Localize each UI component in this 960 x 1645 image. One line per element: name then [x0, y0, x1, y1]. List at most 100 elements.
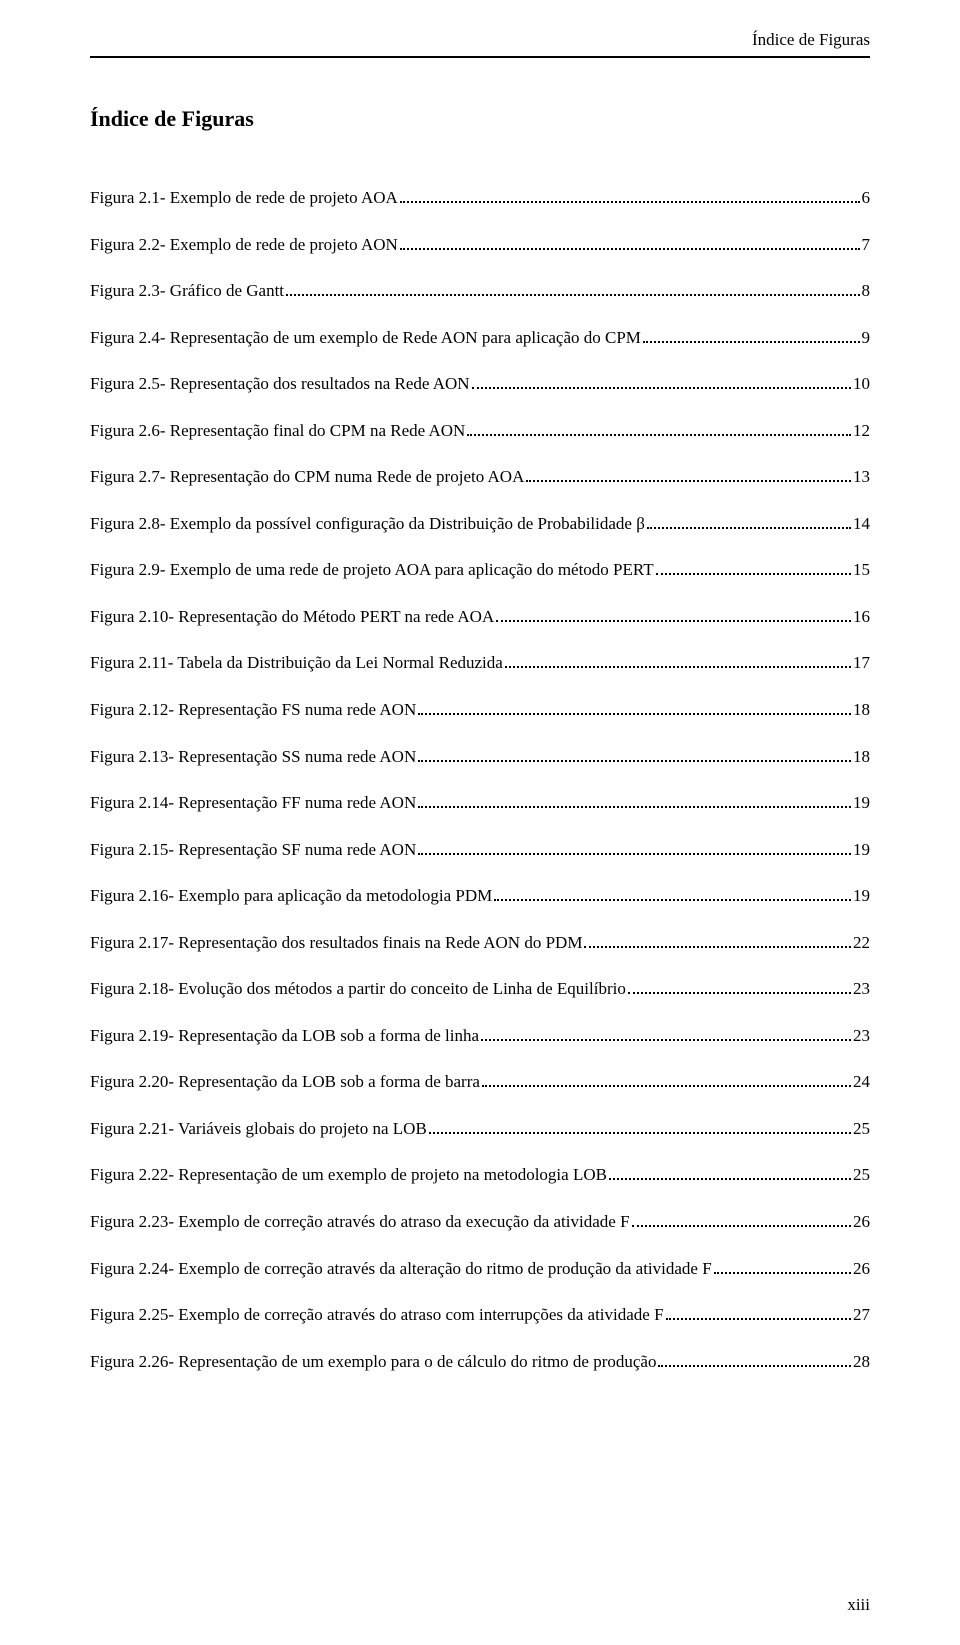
toc-entry-page: 25 [853, 1119, 870, 1139]
toc-entry-label: Figura 2.4- Representação de um exemplo … [90, 328, 641, 348]
toc-entry-label: Figura 2.26- Representação de um exemplo… [90, 1352, 656, 1372]
toc-entry: Figura 2.19- Representação da LOB sob a … [90, 1026, 870, 1046]
toc-entry: Figura 2.2- Exemplo de rede de projeto A… [90, 235, 870, 255]
toc-entry: Figura 2.13- Representação SS numa rede … [90, 747, 870, 767]
toc-leader-dots [658, 1354, 851, 1367]
toc-entry-page: 27 [853, 1305, 870, 1325]
toc-entry: Figura 2.11- Tabela da Distribuição da L… [90, 653, 870, 673]
toc-entry: Figura 2.16- Exemplo para aplicação da m… [90, 886, 870, 906]
toc-entry: Figura 2.12- Representação FS numa rede … [90, 700, 870, 720]
toc-entry: Figura 2.14- Representação FF numa rede … [90, 793, 870, 813]
toc-leader-dots [609, 1167, 851, 1180]
toc-leader-dots [482, 1074, 851, 1087]
toc-leader-dots [418, 842, 851, 855]
toc-leader-dots [467, 423, 851, 436]
toc-entry: Figura 2.20- Representação da LOB sob a … [90, 1072, 870, 1092]
toc-entry-label: Figura 2.17- Representação dos resultado… [90, 933, 582, 953]
toc-entry-label: Figura 2.11- Tabela da Distribuição da L… [90, 653, 503, 673]
toc-leader-dots [656, 562, 851, 575]
toc-entry-label: Figura 2.6- Representação final do CPM n… [90, 421, 465, 441]
toc-entry: Figura 2.5- Representação dos resultados… [90, 374, 870, 394]
toc-entry-label: Figura 2.9- Exemplo de uma rede de proje… [90, 560, 654, 580]
toc-entry: Figura 2.18- Evolução dos métodos a part… [90, 979, 870, 999]
toc-leader-dots [400, 190, 860, 203]
toc-entry-page: 12 [853, 421, 870, 441]
toc-entry-page: 7 [862, 235, 871, 255]
toc-entry-page: 14 [853, 514, 870, 534]
toc-leader-dots [584, 935, 851, 948]
toc-entry-label: Figura 2.1- Exemplo de rede de projeto A… [90, 188, 398, 208]
toc-entry-label: Figura 2.7- Representação do CPM numa Re… [90, 467, 524, 487]
toc-entry-label: Figura 2.20- Representação da LOB sob a … [90, 1072, 480, 1092]
toc-entry-page: 22 [853, 933, 870, 953]
toc-entry-page: 18 [853, 700, 870, 720]
toc-leader-dots [418, 749, 851, 762]
page-root: Índice de Figuras Índice de Figuras Figu… [0, 0, 960, 1645]
toc-entry-page: 26 [853, 1259, 870, 1279]
toc-entry-page: 9 [862, 328, 871, 348]
toc-entry-label: Figura 2.10- Representação do Método PER… [90, 607, 494, 627]
toc-entry: Figura 2.1- Exemplo de rede de projeto A… [90, 188, 870, 208]
toc-leader-dots [714, 1261, 851, 1274]
toc-entry-label: Figura 2.19- Representação da LOB sob a … [90, 1026, 479, 1046]
toc-entry: Figura 2.8- Exemplo da possível configur… [90, 514, 870, 534]
toc-entry-page: 19 [853, 886, 870, 906]
page-folio: xiii [847, 1595, 870, 1615]
toc-entry: Figura 2.25- Exemplo de correção através… [90, 1305, 870, 1325]
toc-entry-page: 23 [853, 1026, 870, 1046]
toc-entry-page: 13 [853, 467, 870, 487]
toc-entry-page: 17 [853, 653, 870, 673]
toc-entry-label: Figura 2.8- Exemplo da possível configur… [90, 514, 645, 534]
toc-entry: Figura 2.21- Variáveis globais do projet… [90, 1119, 870, 1139]
toc-entry-label: Figura 2.25- Exemplo de correção através… [90, 1305, 664, 1325]
toc-entry-page: 28 [853, 1352, 870, 1372]
toc-list: Figura 2.1- Exemplo de rede de projeto A… [90, 188, 870, 1371]
toc-leader-dots [505, 655, 851, 668]
toc-entry-label: Figura 2.22- Representação de um exemplo… [90, 1165, 607, 1185]
toc-entry: Figura 2.24- Exemplo de correção através… [90, 1259, 870, 1279]
toc-leader-dots [472, 376, 851, 389]
toc-entry-page: 6 [862, 188, 871, 208]
toc-leader-dots [418, 702, 851, 715]
toc-leader-dots [643, 330, 860, 343]
toc-leader-dots [496, 609, 851, 622]
toc-entry-label: Figura 2.21- Variáveis globais do projet… [90, 1119, 427, 1139]
toc-entry: Figura 2.9- Exemplo de uma rede de proje… [90, 560, 870, 580]
toc-entry-label: Figura 2.12- Representação FS numa rede … [90, 700, 416, 720]
toc-leader-dots [494, 888, 851, 901]
toc-entry-page: 15 [853, 560, 870, 580]
toc-entry-label: Figura 2.13- Representação SS numa rede … [90, 747, 416, 767]
header-rule [90, 56, 870, 58]
toc-entry-page: 10 [853, 374, 870, 394]
toc-entry-label: Figura 2.24- Exemplo de correção através… [90, 1259, 712, 1279]
toc-entry-page: 23 [853, 979, 870, 999]
toc-entry: Figura 2.7- Representação do CPM numa Re… [90, 467, 870, 487]
toc-entry: Figura 2.22- Representação de um exemplo… [90, 1165, 870, 1185]
toc-entry-label: Figura 2.5- Representação dos resultados… [90, 374, 470, 394]
toc-entry-page: 24 [853, 1072, 870, 1092]
toc-entry-label: Figura 2.16- Exemplo para aplicação da m… [90, 886, 492, 906]
toc-entry: Figura 2.23- Exemplo de correção através… [90, 1212, 870, 1232]
toc-leader-dots [400, 237, 860, 250]
toc-entry: Figura 2.4- Representação de um exemplo … [90, 328, 870, 348]
toc-entry-label: Figura 2.14- Representação FF numa rede … [90, 793, 416, 813]
toc-leader-dots [526, 469, 851, 482]
toc-entry: Figura 2.3- Gráfico de Gantt8 [90, 281, 870, 301]
toc-entry-label: Figura 2.2- Exemplo de rede de projeto A… [90, 235, 398, 255]
toc-entry-label: Figura 2.23- Exemplo de correção através… [90, 1212, 630, 1232]
toc-leader-dots [481, 1028, 851, 1041]
running-header: Índice de Figuras [90, 30, 870, 50]
toc-entry-page: 19 [853, 793, 870, 813]
toc-leader-dots [429, 1121, 851, 1134]
toc-entry: Figura 2.26- Representação de um exemplo… [90, 1352, 870, 1372]
toc-entry-page: 25 [853, 1165, 870, 1185]
toc-entry: Figura 2.6- Representação final do CPM n… [90, 421, 870, 441]
toc-leader-dots [647, 516, 851, 529]
toc-entry: Figura 2.17- Representação dos resultado… [90, 933, 870, 953]
toc-leader-dots [632, 1214, 851, 1227]
toc-entry-page: 18 [853, 747, 870, 767]
section-title: Índice de Figuras [90, 106, 870, 132]
toc-entry-label: Figura 2.3- Gráfico de Gantt [90, 281, 284, 301]
toc-entry: Figura 2.10- Representação do Método PER… [90, 607, 870, 627]
toc-entry-label: Figura 2.18- Evolução dos métodos a part… [90, 979, 626, 999]
